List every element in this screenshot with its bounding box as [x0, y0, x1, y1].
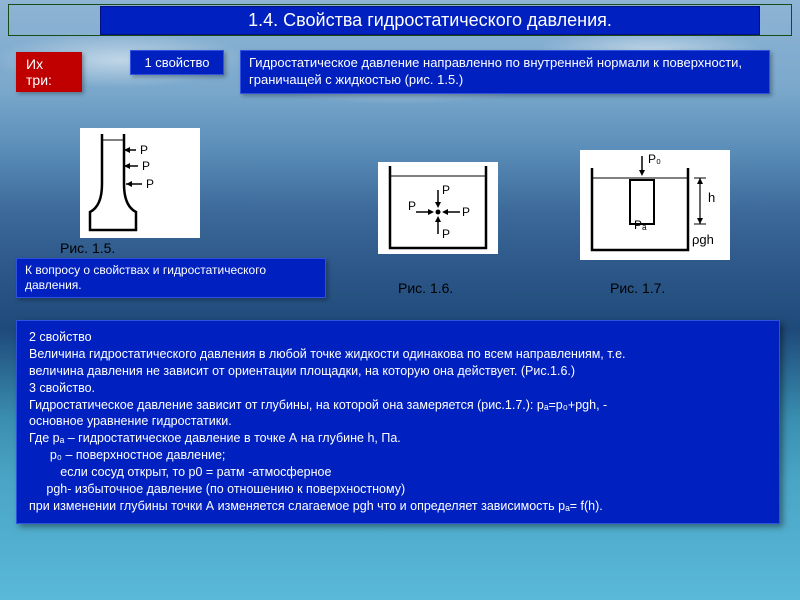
figure-1-5-note: К вопросу о свойствах и гидростатическог…	[16, 258, 326, 298]
body-line-8: если сосуд открыт, то p0 = pатм -атмосфе…	[29, 464, 767, 481]
svg-text:P: P	[142, 159, 150, 173]
property-1-label: 1 свойство	[130, 50, 224, 75]
figure-1-7: P₀ Pₐ h ρgh	[580, 150, 730, 260]
svg-text:P: P	[462, 205, 470, 219]
fig17-h-label: h	[708, 190, 715, 205]
fig16-p-top: P	[442, 183, 450, 197]
figure-1-6: P P P P	[378, 162, 498, 254]
figure-1-5-svg: P P P	[80, 128, 200, 238]
fig17-p0-label: P₀	[648, 152, 661, 166]
body-line-1: Величина гидростатического давления в лю…	[29, 346, 767, 363]
page-title: 1.4. Свойства гидростатического давления…	[100, 6, 760, 35]
figure-1-5-caption: Рис. 1.5.	[60, 240, 115, 256]
svg-text:P: P	[442, 227, 450, 241]
body-line-4: Гидростатическое давление зависит от глу…	[29, 397, 767, 414]
body-line-2: величина давления не зависит от ориентац…	[29, 363, 767, 380]
figure-1-6-svg: P P P P	[378, 162, 498, 254]
svg-text:P: P	[146, 177, 154, 191]
figure-1-7-caption: Рис. 1.7.	[610, 280, 665, 296]
body-line-7: p₀ – поверхностное давление;	[29, 447, 767, 464]
fig17-rgh-label: ρgh	[692, 232, 714, 247]
svg-text:P: P	[408, 199, 416, 213]
intro-label: Их три:	[16, 52, 82, 92]
body-line-0: 2 свойство	[29, 329, 767, 346]
body-line-3: 3 свойство.	[29, 380, 767, 397]
svg-text:P: P	[140, 143, 148, 157]
properties-2-3-text: 2 свойство Величина гидростатического да…	[16, 320, 780, 524]
fig17-pa-label: Pₐ	[634, 218, 646, 232]
figure-1-5: P P P	[80, 128, 200, 238]
body-line-6: Где pₐ – гидростатическое давление в точ…	[29, 430, 767, 447]
body-line-10: при изменении глубины точки А изменяется…	[29, 498, 767, 515]
figure-1-6-caption: Рис. 1.6.	[398, 280, 453, 296]
property-1-text: Гидростатическое давление направленно по…	[240, 50, 770, 94]
body-line-5: основное уравнение гидростатики.	[29, 413, 767, 430]
body-line-9: pgh- избыточное давление (по отношению к…	[29, 481, 767, 498]
